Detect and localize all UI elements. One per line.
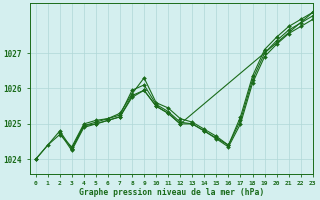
X-axis label: Graphe pression niveau de la mer (hPa): Graphe pression niveau de la mer (hPa) <box>79 188 264 197</box>
